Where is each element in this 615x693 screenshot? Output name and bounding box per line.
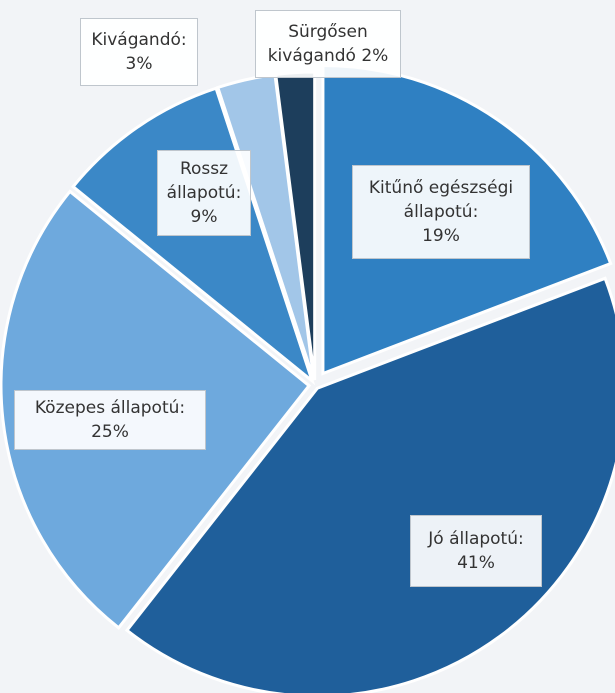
category-label: Sürgősen kivágandó — [267, 22, 368, 66]
label-box: Kivágandó: 3% — [80, 18, 198, 86]
category-label: Közepes állapotú: — [34, 398, 186, 418]
label-box: Közepes állapotú: 25% — [14, 390, 206, 450]
label-box: Jó állapotú: 41% — [410, 515, 542, 587]
value-label: 25% — [91, 422, 129, 442]
category-label: Kivágandó: — [91, 30, 187, 50]
category-label: Jó állapotú: — [428, 529, 524, 549]
label-box: Rossz állapotú: 9% — [157, 150, 251, 236]
value-label: 41% — [457, 553, 495, 573]
data-label: Kitűnő egészségi állapotú: 19% — [352, 165, 530, 259]
data-label: Sürgősen kivágandó 2% — [255, 10, 401, 78]
value-label: 9% — [190, 207, 218, 227]
category-label: Rossz állapotú: — [166, 159, 242, 203]
data-label: Jó állapotú: 41% — [410, 515, 542, 587]
pie-slice — [124, 276, 615, 693]
value-label: 3% — [125, 54, 153, 74]
data-label: Kivágandó: 3% — [80, 18, 198, 86]
label-text: Sürgősen kivágandó 2% — [264, 20, 392, 68]
label-text: Rossz állapotú: 9% — [166, 157, 242, 229]
labels: Kitűnő egészségi állapotú: 19% Jó állapot… — [14, 10, 542, 587]
label-box: Sürgősen kivágandó 2% — [255, 10, 401, 78]
value-label: 19% — [422, 226, 460, 246]
label-text: Kivágandó: 3% — [89, 28, 189, 76]
label-box: Kitűnő egészségi állapotú: 19% — [352, 165, 530, 259]
category-label: Kitűnő egészségi állapotú: — [368, 178, 514, 222]
label-text: Közepes állapotú: 25% — [23, 396, 197, 444]
data-label: Közepes állapotú: 25% — [14, 390, 206, 450]
data-label: Rossz állapotú: 9% — [157, 150, 251, 236]
label-text: Jó állapotú: 41% — [419, 527, 533, 575]
value-label: 2% — [361, 46, 389, 66]
label-text: Kitűnő egészségi állapotú: 19% — [361, 176, 521, 248]
